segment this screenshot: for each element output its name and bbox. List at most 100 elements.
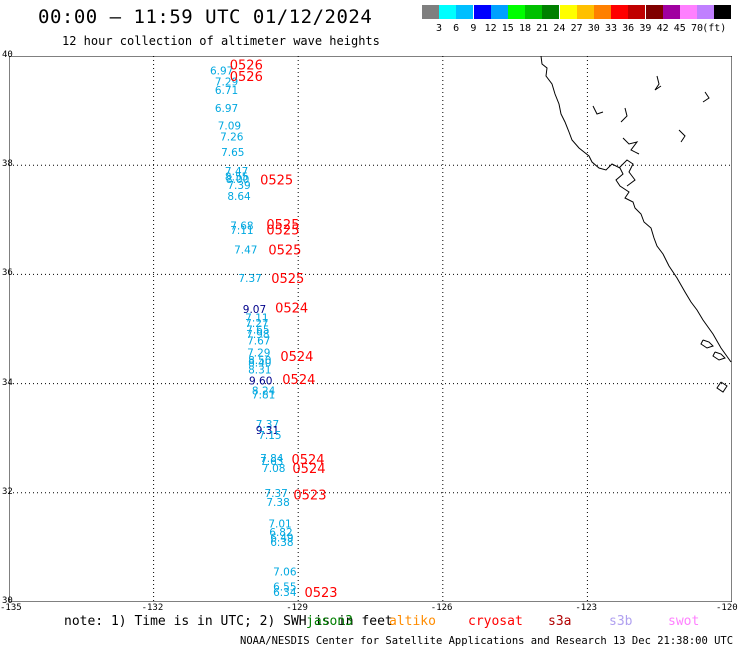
legend-label: 3 <box>435 23 443 34</box>
legend-swatch <box>645 5 663 19</box>
pass-time-label: 0525 <box>271 272 304 287</box>
legend-label: 30 <box>587 23 600 34</box>
legend-label: 45 <box>673 23 686 34</box>
wave-height-label: 7.37 <box>264 488 287 500</box>
lake-tahoe <box>654 75 662 91</box>
wave-height-label: 8.55 <box>225 172 248 184</box>
graticule <box>9 56 732 602</box>
wave-height-label: 6.38 <box>270 537 293 549</box>
wave-height-label: 7.01 <box>268 518 291 530</box>
legend-swatch <box>559 5 577 19</box>
map-frame <box>9 56 732 602</box>
latitude-label: 40 <box>2 50 13 60</box>
reservoir <box>620 107 628 123</box>
wave-height-label: 9.60 <box>249 375 272 387</box>
legend-swatch <box>525 5 543 19</box>
wave-height-label: 6.97 <box>210 66 233 78</box>
legend-label: 18 <box>518 23 532 34</box>
wave-height-label: 7.06 <box>273 566 297 578</box>
wave-height-label: 7.11 <box>245 313 268 325</box>
map-plot: 6.977.296.716.977.097.267.657.478.558.00… <box>9 56 732 602</box>
longitude-label: -123 <box>575 603 598 613</box>
wave-height-label: 9.31 <box>256 425 279 437</box>
wave-height-label: 9.07 <box>243 304 266 316</box>
legend-label: 39 <box>639 23 652 34</box>
wave-height-label: 6.55 <box>273 582 296 594</box>
longitude-label: -129 <box>286 603 308 613</box>
pass-time-label: 0524 <box>275 302 308 317</box>
wave-height-label: 7.84 <box>260 453 284 465</box>
wave-height-label: 8.24 <box>252 386 276 398</box>
wave-height-label: 7.37 <box>238 273 261 285</box>
wave-height-label: 7.39 <box>227 180 250 192</box>
wave-height-label: 7.68 <box>230 220 253 232</box>
wave-height-label: 6.71 <box>215 85 238 97</box>
salton-sea <box>678 129 686 143</box>
pass-time-label: 0526 <box>230 70 263 85</box>
legend-swatch <box>594 5 611 19</box>
satellite-jason3: jason3 <box>306 614 353 629</box>
legend-swatch <box>662 5 680 19</box>
latitude-label: 38 <box>2 159 13 170</box>
satellite-swot: swot <box>668 614 700 629</box>
wave-height-label: 7.29 <box>247 347 270 359</box>
pass-time-labels: 0526052605250525052505250525052405240524… <box>230 59 338 601</box>
legend-swatch <box>456 5 474 19</box>
legend-label: 24 <box>553 23 566 34</box>
legend-swatch <box>680 5 697 19</box>
legend-label: 15 <box>501 23 514 34</box>
wave-height-label: 7.81 <box>252 390 275 402</box>
legend-swatch <box>714 5 732 19</box>
wave-observations: 6.977.296.716.977.097.267.657.478.558.00… <box>210 66 297 599</box>
wave-height-label: 6.82 <box>269 527 292 539</box>
legend-label: 33 <box>604 23 618 34</box>
legend-label: 21 <box>536 23 549 34</box>
mono-lake <box>702 91 710 103</box>
legend-label: 9 <box>470 23 477 34</box>
coastline <box>540 56 732 393</box>
wave-height-label: 6.49 <box>270 533 293 545</box>
longitude-label: -132 <box>141 603 164 613</box>
wave-height-label: 7.65 <box>246 325 269 337</box>
wave-height-label: 7.38 <box>266 497 289 509</box>
legend-label: 70 <box>690 23 704 34</box>
map-subtitle: 12 hour collection of altimeter wave hei… <box>62 34 380 48</box>
wave-height-label: 7.26 <box>220 131 244 143</box>
pass-time-label: 0525 <box>268 243 301 258</box>
wave-height-label: 6.97 <box>215 103 238 115</box>
wave-height-label: 7.09 <box>218 120 241 132</box>
wave-height-label: 7.65 <box>221 147 244 159</box>
legend-label: 36 <box>622 23 635 34</box>
satellite-altiko: altiko <box>389 614 436 629</box>
legend-swatch <box>628 5 646 19</box>
wave-height-label: 7.11 <box>230 225 253 237</box>
legend-swatch <box>542 5 560 19</box>
wave-height-label: 8.00 <box>226 174 249 186</box>
pass-time-label: 0523 <box>304 586 337 601</box>
legend-label: 27 <box>570 23 583 34</box>
channel-island-3 <box>716 381 728 393</box>
channel-island-1 <box>700 339 714 349</box>
latitude-label: 36 <box>2 268 13 279</box>
legend-label: 42 <box>656 23 669 34</box>
satellite-s3b: s3b <box>609 614 633 629</box>
legend-swatch <box>697 5 715 19</box>
legend-swatch <box>473 5 491 19</box>
wave-height-label: 7.15 <box>258 430 281 442</box>
pass-time-label: 0526 <box>230 59 263 74</box>
map-title: 00:00 – 11:59 UTC 01/12/2024 <box>38 6 373 28</box>
wave-height-label: 8.31 <box>248 364 271 376</box>
satellite-cryosat: cryosat <box>468 614 523 629</box>
wave-height-label: 8.64 <box>227 191 251 203</box>
latitude-label: 32 <box>2 486 13 497</box>
pass-time-label: 0524 <box>292 462 325 477</box>
credits-footer: NOAA/NESDIS Center for Satellite Applica… <box>240 635 740 647</box>
legend-swatch <box>422 5 439 19</box>
longitude-label: -135 <box>0 603 22 613</box>
wave-height-label: 7.63 <box>260 456 283 468</box>
pass-time-label: 0525 <box>266 224 299 239</box>
legend-swatch <box>490 5 508 19</box>
legend-swatch <box>576 5 594 19</box>
legend-label: 6 <box>453 23 460 34</box>
latitude-label: 34 <box>2 377 13 388</box>
